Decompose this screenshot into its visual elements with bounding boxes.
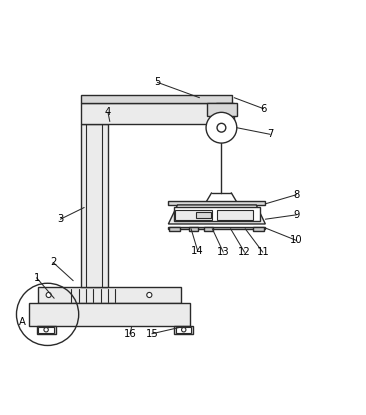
Bar xyxy=(29,303,190,327)
Bar xyxy=(38,287,181,303)
Bar xyxy=(174,208,260,222)
Polygon shape xyxy=(168,205,265,224)
Text: 12: 12 xyxy=(238,247,251,257)
Text: 1: 1 xyxy=(33,273,40,283)
Circle shape xyxy=(147,293,152,298)
Bar xyxy=(168,227,265,229)
Circle shape xyxy=(44,327,48,332)
Text: 6: 6 xyxy=(260,104,267,114)
Bar xyxy=(81,103,232,124)
Text: 11: 11 xyxy=(257,247,269,257)
Bar xyxy=(176,327,191,333)
Text: 7: 7 xyxy=(267,129,273,139)
Circle shape xyxy=(206,112,237,143)
Text: 10: 10 xyxy=(290,235,303,245)
Bar xyxy=(38,327,54,333)
Text: 14: 14 xyxy=(191,246,204,256)
Bar xyxy=(217,210,253,220)
Text: 15: 15 xyxy=(146,329,158,339)
Bar xyxy=(207,103,237,116)
Bar xyxy=(204,227,213,231)
Circle shape xyxy=(182,327,186,332)
Text: 3: 3 xyxy=(57,214,64,224)
Circle shape xyxy=(46,293,51,298)
Text: 4: 4 xyxy=(105,107,111,117)
Text: A: A xyxy=(19,317,26,327)
Text: 5: 5 xyxy=(154,77,161,87)
Text: 13: 13 xyxy=(217,247,229,257)
Bar xyxy=(168,201,265,205)
Text: 2: 2 xyxy=(50,257,56,267)
Text: 9: 9 xyxy=(293,210,300,220)
Bar xyxy=(196,212,211,218)
Bar xyxy=(81,95,232,103)
Bar xyxy=(174,326,193,334)
Bar xyxy=(216,103,234,134)
Bar xyxy=(253,227,264,231)
Bar xyxy=(189,227,198,231)
Bar xyxy=(37,326,56,334)
Bar xyxy=(175,210,212,220)
Bar xyxy=(169,227,180,231)
Text: 16: 16 xyxy=(124,329,136,339)
Circle shape xyxy=(217,123,226,132)
Text: 8: 8 xyxy=(293,190,300,200)
Bar xyxy=(81,124,108,287)
